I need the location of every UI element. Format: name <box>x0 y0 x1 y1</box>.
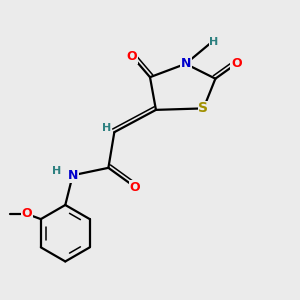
Text: H: H <box>52 166 61 176</box>
Text: O: O <box>127 50 137 63</box>
Text: N: N <box>181 57 191 70</box>
Text: S: S <box>199 101 208 116</box>
Text: N: N <box>68 169 78 182</box>
Text: H: H <box>209 37 218 46</box>
Text: O: O <box>21 207 32 220</box>
Text: O: O <box>231 57 242 70</box>
Text: H: H <box>102 123 112 133</box>
Text: O: O <box>130 181 140 194</box>
